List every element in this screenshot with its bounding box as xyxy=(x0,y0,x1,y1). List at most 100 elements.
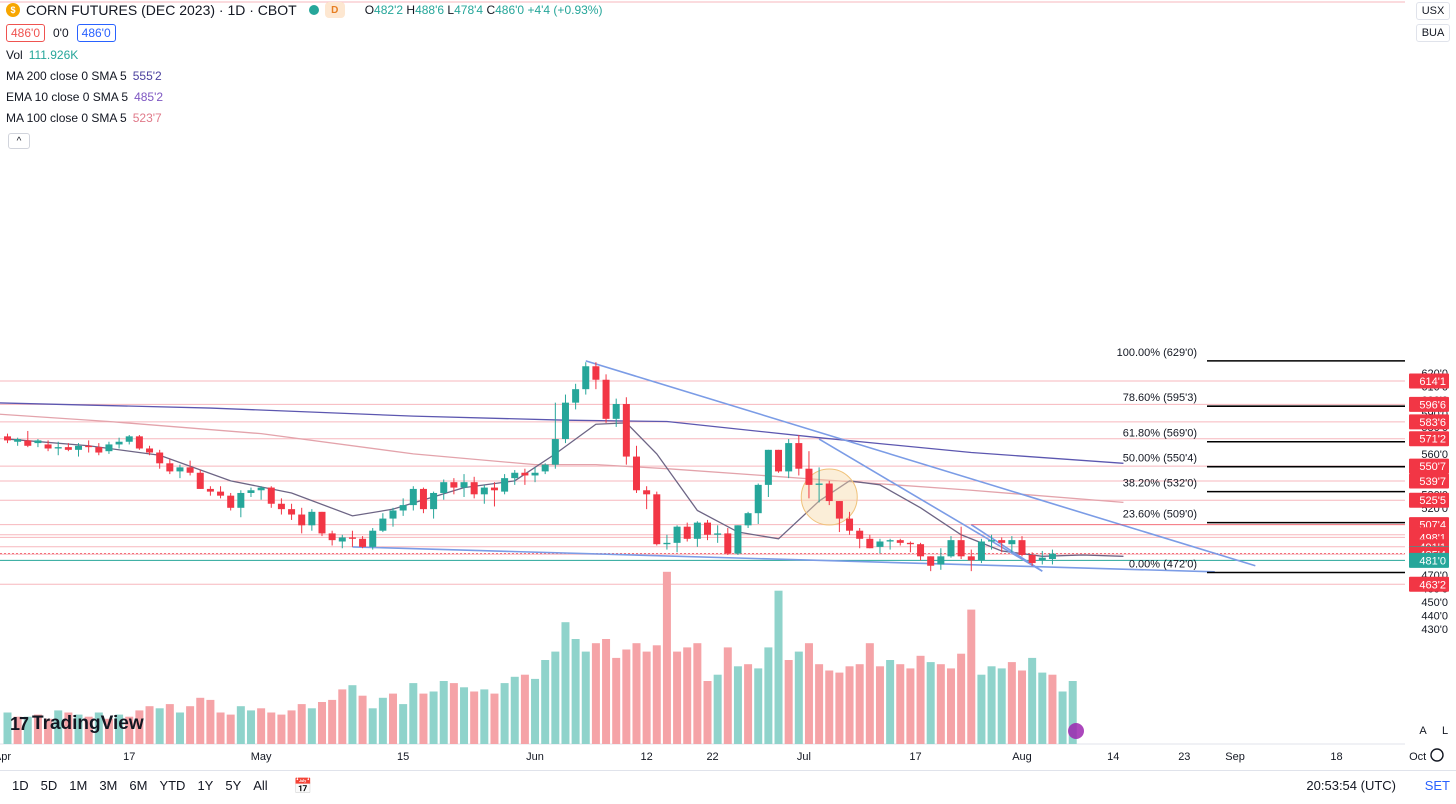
volume-bar xyxy=(815,664,824,744)
volume-bar xyxy=(967,609,976,744)
candle-body xyxy=(206,488,214,492)
tradingview-logo-icon: 17 xyxy=(10,713,29,734)
volume-bar xyxy=(774,590,783,744)
chart-legend: $ CORN FUTURES (DEC 2023) · 1D · CBOT D … xyxy=(6,0,602,128)
delayed-badge[interactable]: D xyxy=(324,2,345,18)
volume-bar xyxy=(531,678,540,744)
indicator-volume[interactable]: Vol 111.926K xyxy=(6,47,79,62)
timeframe-3m[interactable]: 3M xyxy=(99,778,118,793)
candle-body xyxy=(531,472,539,476)
volume-bar xyxy=(683,647,692,744)
volume-bar xyxy=(784,660,793,744)
trendline-3 xyxy=(970,523,1043,572)
fib-label: 100.00% (629'0) xyxy=(1117,347,1197,359)
x-tick-label: 12 xyxy=(641,751,653,763)
price-label-bg xyxy=(1409,473,1449,489)
timeframe-5d[interactable]: 5D xyxy=(40,778,58,793)
currency-bua-button[interactable]: BUA xyxy=(1416,24,1450,42)
timeframe-6m[interactable]: 6M xyxy=(129,778,148,793)
calendar-icon[interactable]: 📅 xyxy=(293,777,313,795)
fib-label: 50.00% (550'4) xyxy=(1123,453,1197,465)
volume-bar xyxy=(1038,672,1047,744)
volume-bar xyxy=(916,655,925,744)
timeframe-1y[interactable]: 1Y xyxy=(197,778,214,793)
candle-body xyxy=(115,441,123,445)
volume-bar xyxy=(287,710,296,744)
volume-bar xyxy=(419,693,428,744)
volume-bar xyxy=(277,714,286,744)
timeframe-all[interactable]: All xyxy=(253,778,268,793)
volume-bar xyxy=(693,643,702,744)
volume-bar xyxy=(226,714,235,744)
volume-bar xyxy=(632,643,641,744)
replay-lightning-icon xyxy=(1068,723,1084,739)
price-label: 525'5 xyxy=(1419,495,1446,507)
price-label-bg xyxy=(1409,396,1449,412)
volume-bar xyxy=(571,639,580,744)
buy-price-button[interactable]: 486'0 xyxy=(76,24,116,42)
ma200-line xyxy=(0,402,1124,464)
candle-body xyxy=(775,449,783,472)
candle-body xyxy=(156,452,164,464)
volume-bar xyxy=(206,699,215,744)
candle-body xyxy=(724,533,732,554)
candle-body xyxy=(754,484,762,514)
candle-body xyxy=(135,436,143,449)
candle-body xyxy=(257,487,265,491)
candle-body xyxy=(663,542,671,545)
candle-body xyxy=(460,482,468,488)
timeframe-1m[interactable]: 1M xyxy=(69,778,88,793)
volume-bar xyxy=(642,651,651,744)
candle-body xyxy=(612,404,620,419)
price-label-bg xyxy=(1409,373,1449,389)
candle-body xyxy=(217,491,225,496)
volume-bar xyxy=(368,708,377,744)
volume-bar xyxy=(957,653,966,744)
indicator-ema10[interactable]: EMA 10 close 0 SMA 5 485'2 xyxy=(6,89,164,104)
symbol-title[interactable]: CORN FUTURES (DEC 2023) · 1D · CBOT xyxy=(26,2,297,18)
clock[interactable]: 20:53:54 (UTC) xyxy=(1306,778,1396,793)
candle-body xyxy=(998,540,1006,543)
x-tick-label: 17 xyxy=(909,751,921,763)
currency-usx-button[interactable]: USX xyxy=(1416,2,1450,20)
x-tick-label: Oct xyxy=(1409,751,1426,763)
candle-body xyxy=(490,487,498,491)
sell-price-button[interactable]: 486'0 xyxy=(6,24,45,42)
candle-body xyxy=(835,501,843,519)
x-tick-label: 14 xyxy=(1107,751,1119,763)
timeframe-5y[interactable]: 5Y xyxy=(225,778,242,793)
volume-bar xyxy=(906,668,915,744)
candle-body xyxy=(75,445,83,450)
candle-body xyxy=(795,443,803,469)
x-tick-label: Jun xyxy=(526,751,544,763)
candle-body xyxy=(369,530,377,547)
volume-bar xyxy=(865,643,874,744)
candle-body xyxy=(480,487,488,495)
indicator-ma100[interactable]: MA 100 close 0 SMA 5 523'7 xyxy=(6,110,162,125)
x-tick-label: 23 xyxy=(1178,751,1190,763)
price-label: 571'2 xyxy=(1419,434,1446,446)
volume-bar xyxy=(13,716,22,744)
volume-bar xyxy=(429,691,438,744)
volume-bar xyxy=(94,712,103,744)
session-button[interactable]: SET xyxy=(1424,778,1450,793)
timeframe-1d[interactable]: 1D xyxy=(12,778,29,793)
y-tick-label: 450'0 xyxy=(1421,597,1448,609)
candle-body xyxy=(643,490,651,495)
indicator-ma200[interactable]: MA 200 close 0 SMA 5 555'2 xyxy=(6,68,162,83)
candle-body xyxy=(419,488,427,510)
auto-scale-button[interactable]: A xyxy=(1419,725,1427,737)
x-tick-label: 22 xyxy=(706,751,718,763)
timeframe-ytd[interactable]: YTD xyxy=(159,778,186,793)
candle-body xyxy=(379,518,387,531)
candle-body xyxy=(582,366,590,390)
candle-body xyxy=(308,511,316,526)
candle-body xyxy=(146,448,154,453)
volume-bar xyxy=(662,571,671,744)
log-scale-button[interactable]: L xyxy=(1441,725,1449,737)
volume-bar xyxy=(1007,662,1016,744)
candle-body xyxy=(1018,540,1026,555)
candle-body xyxy=(632,456,640,491)
collapse-legend-button[interactable]: ^ xyxy=(8,133,30,149)
